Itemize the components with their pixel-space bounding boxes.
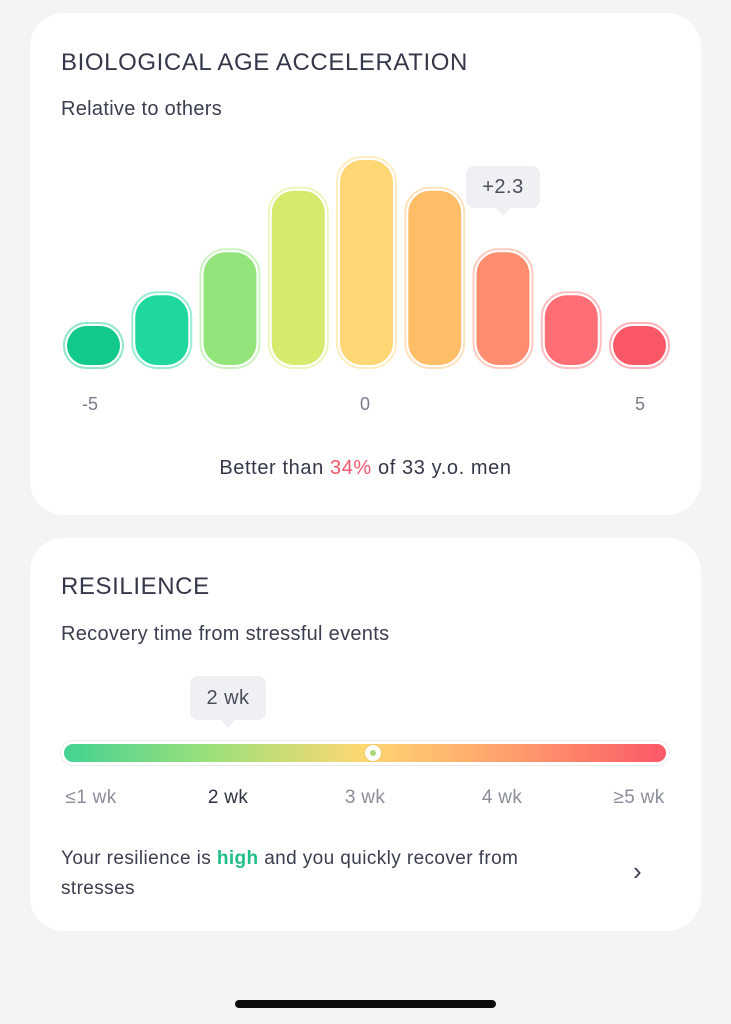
x-tick-label: 5 [634, 394, 646, 414]
distribution-bar-highlight [476, 252, 530, 365]
card-title: RESILIENCE [61, 573, 210, 600]
scale-label: ≥5 wk [613, 787, 665, 808]
distribution-bar [135, 295, 189, 365]
scale-label: ≤1 wk [65, 787, 117, 808]
card-subtitle: Relative to others [61, 98, 223, 120]
value-tooltip: 2 wk [190, 676, 266, 720]
card-title: BIOLOGICAL AGE ACCELERATION [61, 49, 468, 76]
comparison-summary: Better than 34% of 33 y.o. men [30, 457, 701, 480]
chevron-right-icon[interactable]: › [633, 856, 642, 886]
value-tooltip: +2.3 [466, 166, 540, 208]
distribution-bar [271, 190, 325, 365]
resilience-summary: Your resilience is high and you quickly … [61, 844, 581, 904]
distribution-bar [67, 326, 120, 365]
resilience-marker [364, 745, 381, 761]
x-tick-label: 0 [359, 394, 371, 414]
card-subtitle: Recovery time from stressful events [61, 623, 390, 645]
summary-prefix: Your resilience is [61, 848, 217, 869]
home-indicator [235, 1000, 496, 1008]
distribution-bar [613, 326, 666, 365]
scale-label: 4 wk [481, 787, 523, 808]
x-tick-label: -5 [81, 394, 99, 414]
resilience-card[interactable]: RESILIENCE Recovery time from stressful … [30, 538, 701, 931]
distribution-bar [203, 252, 257, 365]
summary-suffix: and you quickly recover from stresses [61, 848, 519, 899]
percentile-value: 34% [329, 457, 372, 479]
bio-age-card: BIOLOGICAL AGE ACCELERATION Relative to … [30, 13, 701, 515]
age-distribution-chart [63, 156, 670, 369]
scale-label-selected: 2 wk [207, 787, 249, 808]
resilience-level: high [216, 848, 259, 869]
distribution-bar [340, 160, 393, 365]
distribution-bar [408, 190, 462, 365]
summary-suffix: of 33 y.o. men [371, 457, 512, 479]
resilience-gradient-bar [61, 741, 669, 765]
scale-label: 3 wk [344, 787, 386, 808]
distribution-bar [544, 295, 598, 365]
summary-prefix: Better than [219, 457, 330, 479]
